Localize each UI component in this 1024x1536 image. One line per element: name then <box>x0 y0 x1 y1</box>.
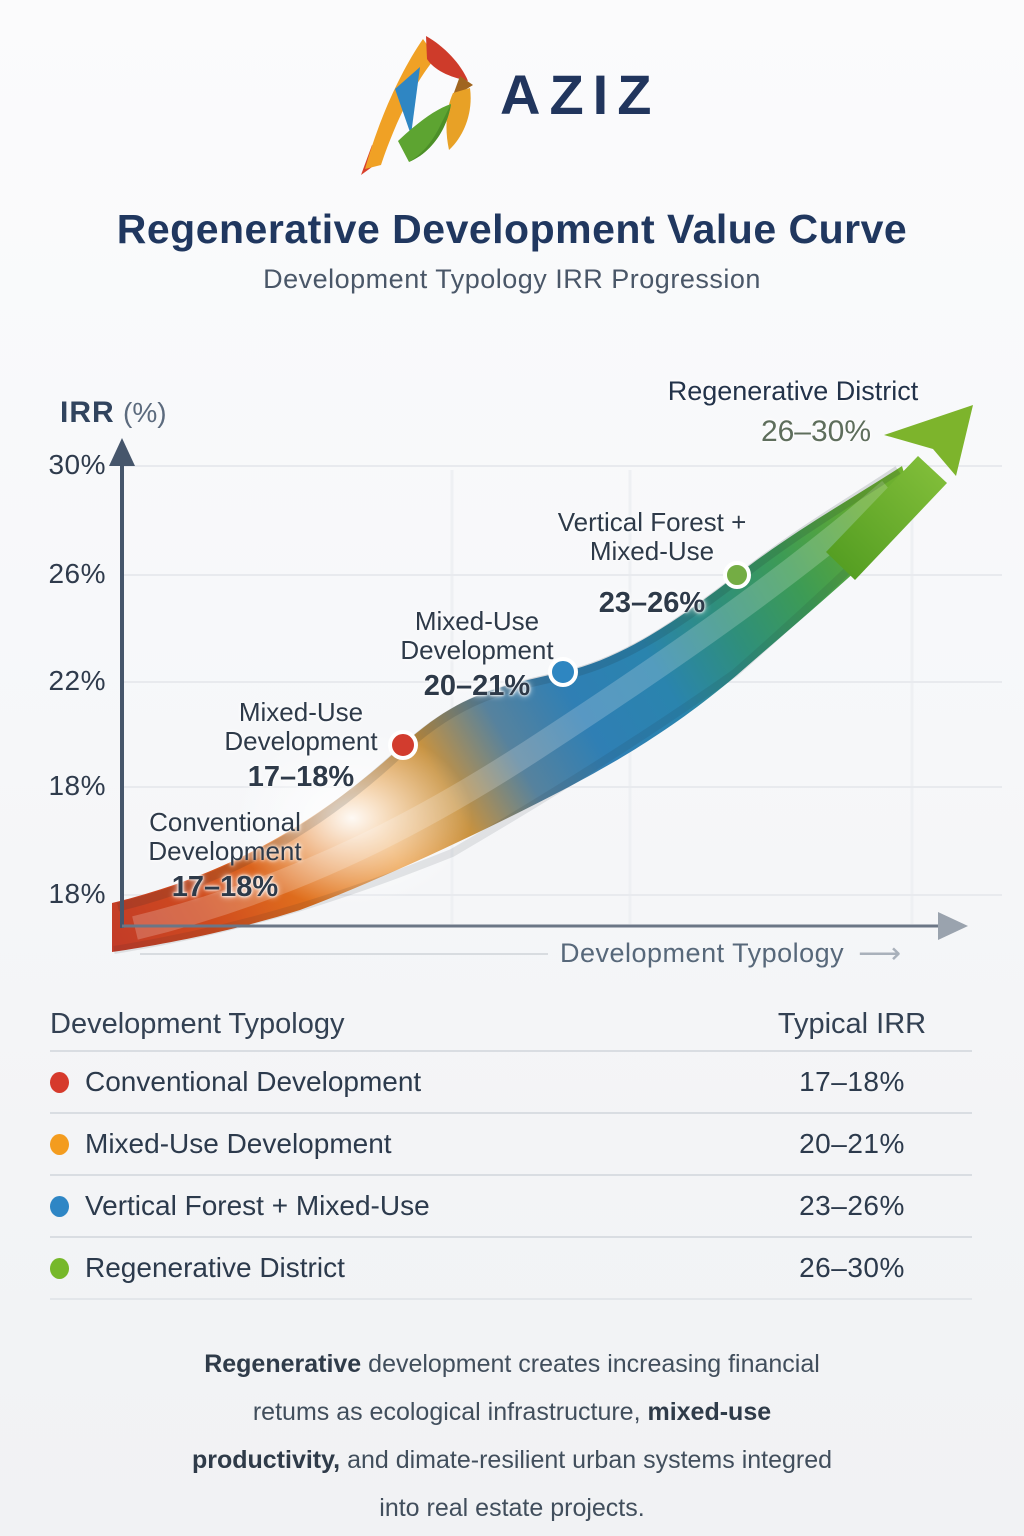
x-axis-label-arrow-icon: ⟶ <box>858 937 902 970</box>
row-value: 26–30% <box>799 1252 905 1283</box>
curve-arrow-icon <box>884 405 973 476</box>
annotation-conventional-value: 17–18% <box>171 871 279 903</box>
row-label: Regenerative District <box>85 1252 345 1283</box>
table-bottom-divider <box>50 1298 972 1300</box>
annotation-regenerative-value: 26–30% <box>760 415 872 448</box>
aziz-logo-icon <box>361 36 473 175</box>
x-axis-title: Development Typology ⟶ <box>560 938 902 969</box>
footer-note: Regenerative development creates increas… <box>191 1350 833 1522</box>
row-value: 17–18% <box>799 1066 905 1097</box>
annotation-conventional: Conventional Development 17–18% <box>148 807 302 904</box>
y-tick-18a: 18% <box>48 770 106 801</box>
x-axis-title-text: Development Typology <box>560 938 845 968</box>
y-tick-30: 30% <box>48 449 106 480</box>
y-axis-title-unit: (%) <box>123 397 167 428</box>
data-point-dot-red <box>388 730 418 760</box>
y-tick-18b: 18% <box>48 878 106 909</box>
band-bottom-shade <box>113 507 913 954</box>
table-header-irr: Typical IRR <box>777 1007 927 1040</box>
annotation-regenerative: Regenerative District 26–30% <box>667 376 919 449</box>
annotation-mixed-use-2-value: 20–21% <box>423 670 531 702</box>
annotation-vertical-forest: Vertical Forest + Mixed-Use 23–26% <box>557 507 747 620</box>
table-row-mixed-use: Mixed-Use Development 20–21% <box>50 1112 972 1174</box>
row-value: 20–21% <box>799 1128 905 1159</box>
x-axis-arrow-icon <box>938 912 968 940</box>
logo-wordmark: AZIZ <box>500 63 661 126</box>
row-label: Vertical Forest + Mixed-Use <box>85 1190 430 1221</box>
table-row-regenerative: Regenerative District 26–30% <box>50 1236 972 1298</box>
row-label: Mixed-Use Development <box>85 1128 392 1159</box>
bullet-icon-red <box>50 1071 69 1093</box>
value-curve-chart: IRR (%) 30% 26% 22% 18% 18% Conventional… <box>0 350 1024 995</box>
band-highlight <box>132 480 898 940</box>
page-title: Regenerative Development Value Curve <box>116 206 908 252</box>
bullet-icon-orange <box>50 1133 69 1155</box>
row-value: 23–26% <box>799 1190 905 1221</box>
band-glow <box>232 728 472 908</box>
y-axis-title: IRR (%) <box>60 396 167 430</box>
curve-plot <box>109 405 1002 955</box>
data-point-dot-blue <box>548 657 578 687</box>
page-subtitle: Development Typology IRR Progression <box>263 264 761 294</box>
y-axis-title-main: IRR <box>60 396 115 429</box>
table-row-conventional: Conventional Development 17–18% <box>50 1050 972 1112</box>
annotation-vertical-forest-value: 23–26% <box>598 587 706 619</box>
typology-irr-table: Development Typology Typical IRR Convent… <box>50 998 972 1300</box>
annotation-mixed-use-1: Mixed-Use Development 17–18% <box>224 697 378 794</box>
y-axis-arrow-icon <box>109 438 135 466</box>
bullet-icon-blue <box>50 1195 69 1217</box>
table-row-vertical-forest: Vertical Forest + Mixed-Use 23–26% <box>50 1174 972 1236</box>
bullet-icon-green <box>50 1257 69 1279</box>
curve-arrow-shaft <box>826 456 947 580</box>
y-tick-22: 22% <box>48 665 106 696</box>
table-header-typology: Development Typology <box>50 1007 345 1040</box>
data-point-dot-green <box>723 561 751 589</box>
y-tick-26: 26% <box>48 558 106 589</box>
table-header-row: Development Typology Typical IRR <box>50 998 972 1050</box>
annotation-mixed-use-2: Mixed-Use Development 20–21% <box>400 606 554 703</box>
annotation-mixed-use-1-value: 17–18% <box>247 761 355 793</box>
row-label: Conventional Development <box>85 1066 422 1097</box>
